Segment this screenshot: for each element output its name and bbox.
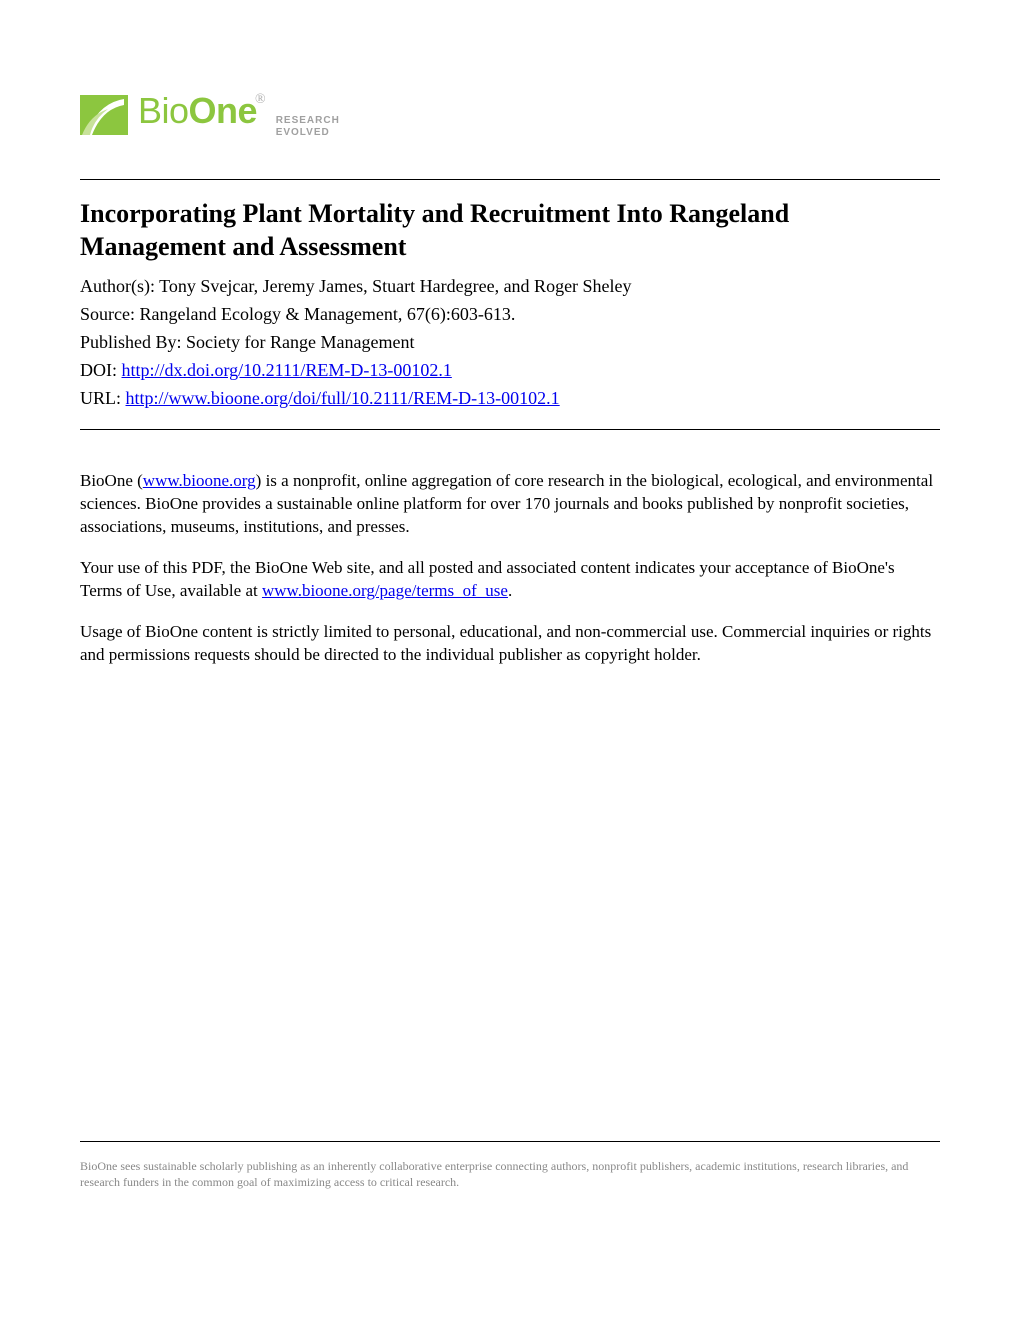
url-line: URL: http://www.bioone.org/doi/full/10.2… — [80, 385, 940, 411]
about-paragraph-2: Your use of this PDF, the BioOne Web sit… — [80, 557, 940, 603]
footer-text: BioOne sees sustainable scholarly publis… — [80, 1158, 940, 1190]
logo-tagline: RESEARCH EVOLVED — [276, 115, 340, 139]
bioone-home-link[interactable]: www.bioone.org — [143, 471, 256, 490]
about-section: BioOne (www.bioone.org) is a nonprofit, … — [80, 470, 940, 667]
article-metadata: Author(s): Tony Svejcar, Jeremy James, S… — [80, 273, 940, 411]
divider-footer — [80, 1141, 940, 1142]
publisher-logo: BioOne® RESEARCH EVOLVED — [80, 90, 940, 139]
authors-line: Author(s): Tony Svejcar, Jeremy James, S… — [80, 273, 940, 299]
logo-text: BioOne® RESEARCH EVOLVED — [138, 90, 340, 139]
logo-mark-icon — [80, 95, 128, 135]
logo-registered-mark: ® — [255, 92, 266, 107]
divider-mid — [80, 429, 940, 430]
doi-link[interactable]: http://dx.doi.org/10.2111/REM-D-13-00102… — [122, 360, 452, 380]
logo-brand-part2: One — [189, 90, 258, 131]
article-url-link[interactable]: http://www.bioone.org/doi/full/10.2111/R… — [126, 388, 560, 408]
logo-brand-part1: Bio — [138, 90, 189, 131]
publisher-line: Published By: Society for Range Manageme… — [80, 329, 940, 355]
page-footer: BioOne sees sustainable scholarly publis… — [80, 1141, 940, 1190]
about-paragraph-1: BioOne (www.bioone.org) is a nonprofit, … — [80, 470, 940, 539]
divider-top — [80, 179, 940, 180]
doi-line: DOI: http://dx.doi.org/10.2111/REM-D-13-… — [80, 357, 940, 383]
terms-of-use-link[interactable]: www.bioone.org/page/terms_of_use — [262, 581, 508, 600]
about-paragraph-3: Usage of BioOne content is strictly limi… — [80, 621, 940, 667]
article-title: Incorporating Plant Mortality and Recrui… — [80, 198, 940, 263]
source-line: Source: Rangeland Ecology & Management, … — [80, 301, 940, 327]
